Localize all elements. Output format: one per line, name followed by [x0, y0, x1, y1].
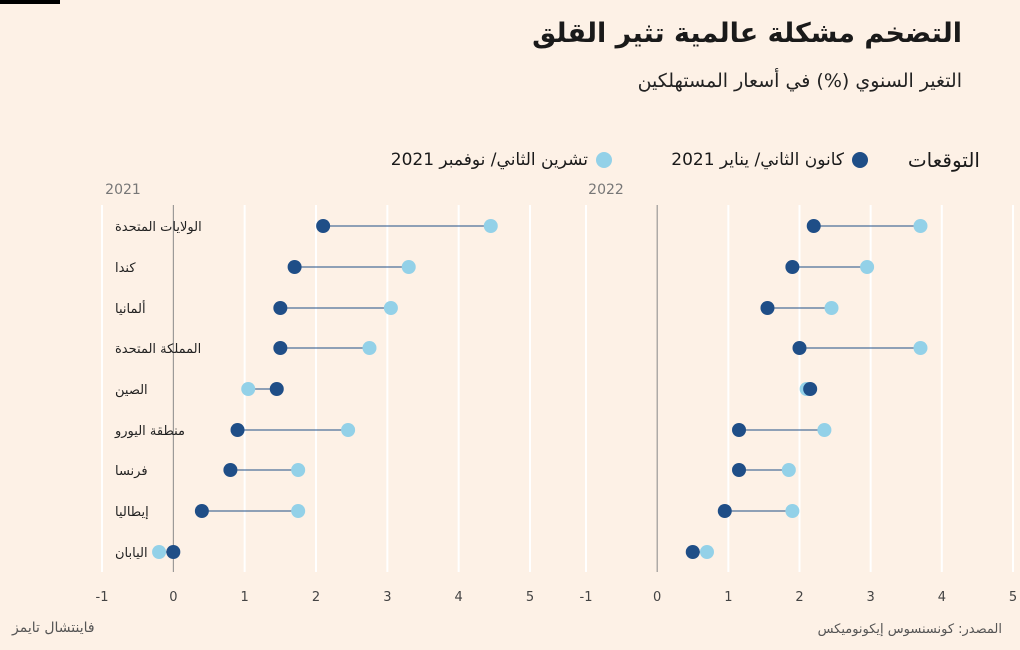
category-label: فرنسا	[115, 464, 148, 479]
point-nov	[785, 504, 800, 518]
x-tick-label: 1	[724, 590, 732, 605]
x-tick-label: 2	[312, 590, 320, 605]
point-jan	[732, 463, 747, 477]
point-nov	[781, 463, 796, 477]
legend-label-nov: تشرين الثاني/ نوفمبر 2021	[390, 150, 588, 170]
point-nov	[824, 301, 839, 315]
point-nov	[341, 423, 356, 437]
category-label: ألمانيا	[115, 300, 146, 317]
x-tick-label: -1	[96, 590, 109, 605]
point-jan	[223, 463, 238, 477]
category-label: المملكة المتحدة	[115, 342, 201, 357]
point-nov	[383, 301, 398, 315]
x-tick-label: 5	[526, 590, 534, 605]
point-jan	[806, 219, 821, 233]
point-jan	[166, 545, 181, 559]
legend-item-jan: كانون الثاني/ يناير 2021	[671, 148, 868, 172]
point-jan	[269, 382, 284, 396]
legend-title: التوقعات	[907, 148, 980, 172]
x-tick-label: 4	[455, 590, 463, 605]
category-label: الصين	[115, 383, 148, 398]
chart-title: التضخم مشكلة عالمية تثير القلق	[532, 18, 962, 49]
legend-label-jan: كانون الثاني/ يناير 2021	[671, 150, 844, 170]
category-label: اليابان	[115, 546, 148, 561]
point-nov	[483, 219, 498, 233]
point-jan	[273, 341, 288, 355]
chart-subtitle: التغير السنوي (%) في أسعار المستهلكين	[637, 70, 962, 92]
x-tick-label: 4	[938, 590, 946, 605]
point-jan	[316, 219, 331, 233]
point-jan	[685, 545, 700, 559]
legend-dot-nov-icon	[596, 152, 612, 168]
point-nov	[817, 423, 832, 437]
legend-dot-jan-icon	[852, 152, 868, 168]
brand-name: فاينتشال تايمز	[12, 620, 95, 636]
point-jan	[273, 301, 288, 315]
point-jan	[230, 423, 245, 437]
point-nov	[152, 545, 167, 559]
point-jan	[803, 382, 818, 396]
x-tick-label: 3	[867, 590, 875, 605]
point-nov	[913, 219, 928, 233]
point-jan	[785, 260, 800, 274]
x-tick-label: 5	[1009, 590, 1017, 605]
point-jan	[287, 260, 302, 274]
category-label: منطقة اليورو	[114, 424, 185, 439]
x-tick-label: 2	[795, 590, 803, 605]
category-label: إيطاليا	[115, 505, 149, 520]
brand-bar	[0, 0, 60, 4]
point-nov	[241, 382, 256, 396]
point-nov	[291, 463, 306, 477]
point-jan	[792, 341, 807, 355]
legend-item-nov: تشرين الثاني/ نوفمبر 2021	[391, 148, 612, 172]
point-nov	[362, 341, 377, 355]
x-tick-label: 0	[653, 590, 661, 605]
panel-label: 2022	[588, 182, 624, 198]
x-tick-label: 0	[169, 590, 177, 605]
category-label: الولايات المتحدة	[115, 220, 202, 235]
point-jan	[194, 504, 209, 518]
point-nov	[913, 341, 928, 355]
category-label: كندا	[115, 261, 136, 276]
point-nov	[291, 504, 306, 518]
point-jan	[717, 504, 732, 518]
source-note: المصدر: كونسنسوس إيكونوميكس	[817, 622, 1002, 637]
point-nov	[860, 260, 875, 274]
panel-label: 2021	[105, 182, 141, 198]
x-tick-label: 3	[383, 590, 391, 605]
point-jan	[760, 301, 775, 315]
point-nov	[401, 260, 416, 274]
point-jan	[732, 423, 747, 437]
x-tick-label: 1	[241, 590, 249, 605]
x-tick-label: -1	[580, 590, 593, 605]
point-nov	[699, 545, 714, 559]
